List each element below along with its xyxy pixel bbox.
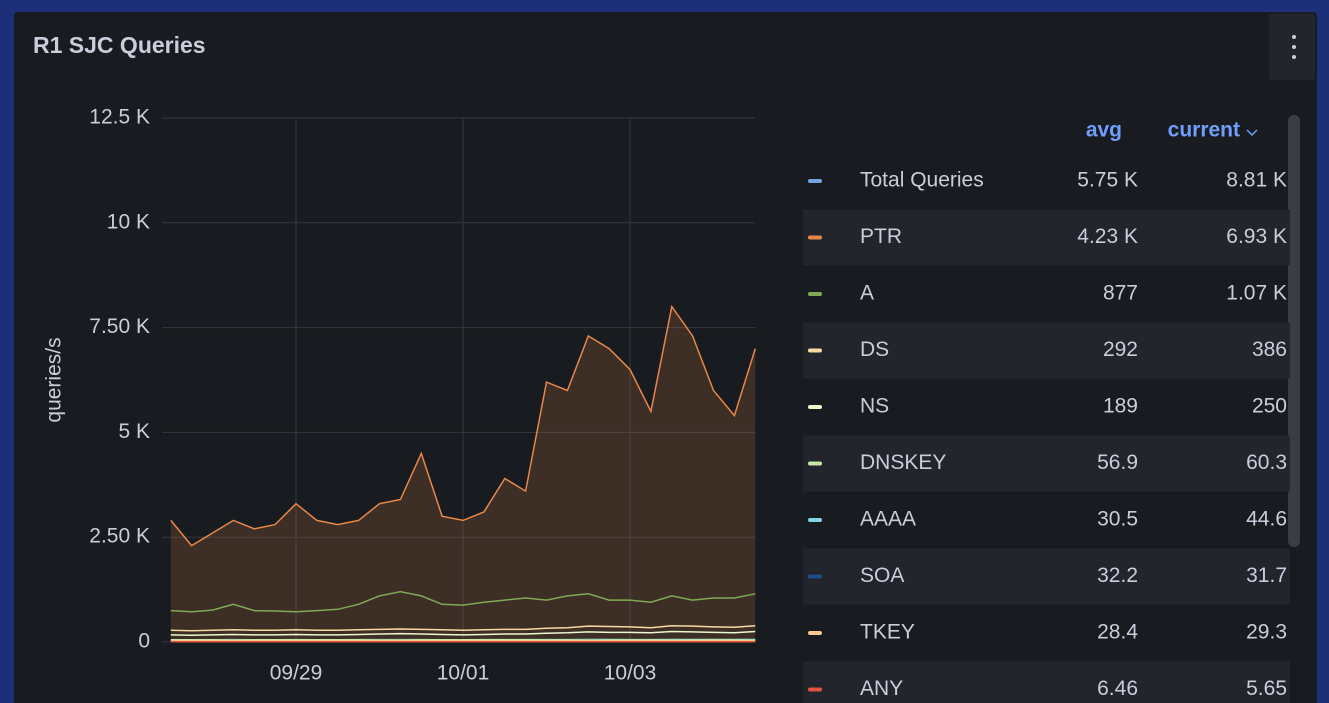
legend-name: A: [860, 282, 874, 305]
legend-swatch: [808, 292, 822, 296]
legend-name: AAAA: [860, 508, 916, 531]
legend-current: 5.65: [1246, 677, 1287, 700]
legend-avg: 5.75 K: [1077, 169, 1138, 192]
x-tick-label: 10/03: [604, 662, 657, 685]
legend-avg: 32.2: [1097, 564, 1138, 587]
legend-current: 29.3: [1246, 621, 1287, 644]
menu-dot: [1292, 55, 1296, 59]
legend: Total Queries 5.75 K 8.81 K PTR 4.23 K 6.93 K…: [803, 169, 1290, 703]
legend-current: 8.81 K: [1226, 169, 1287, 192]
legend-swatch: [808, 405, 822, 409]
legend-row-bg: [803, 661, 1290, 703]
legend-current: 44.6: [1246, 508, 1287, 531]
y-tick-label: 7.50 K: [89, 315, 150, 338]
series-line: [170, 624, 756, 632]
legend-row-bg: [803, 322, 1290, 379]
series-line: [170, 304, 757, 547]
legend-avg: 292: [1103, 338, 1138, 361]
y-tick-label: 10 K: [107, 210, 150, 233]
legend-row-bg: [803, 548, 1290, 605]
panel-bg: [14, 12, 1317, 703]
legend-avg: 30.5: [1097, 508, 1138, 531]
legend-swatch: [808, 687, 822, 692]
legend-name: PTR: [860, 225, 902, 248]
legend-swatch: [808, 235, 822, 240]
x-tick-label: 10/01: [437, 662, 490, 685]
menu-dot: [1292, 35, 1296, 39]
legend-name: ANY: [860, 677, 903, 700]
menu-dot: [1292, 45, 1296, 49]
scrollbar[interactable]: [1288, 115, 1300, 547]
legend-name: DS: [860, 338, 889, 361]
legend-current: 6.93 K: [1226, 225, 1287, 248]
y-tick-label: 12.5 K: [89, 106, 150, 129]
legend-swatch: [808, 461, 822, 466]
legend-name: DNSKEY: [860, 451, 946, 474]
x-tick-label: 09/29: [270, 662, 323, 685]
legend-name: SOA: [860, 564, 904, 587]
legend-swatch: [808, 348, 822, 353]
y-axis-label: queries/s: [43, 337, 66, 422]
series-area: [170, 306, 756, 642]
y-tick-label: 0: [138, 630, 150, 653]
legend-row-bg: [803, 209, 1290, 266]
legend-avg: 6.46: [1097, 677, 1138, 700]
legend-name: NS: [860, 395, 889, 418]
legend-swatch: [808, 574, 822, 579]
legend-current: 386: [1252, 338, 1287, 361]
legend-header: avg: [1086, 119, 1122, 142]
legend-current: 60.3: [1246, 451, 1287, 474]
legend-swatch: [808, 631, 822, 635]
legend-swatch: [808, 179, 822, 183]
legend-current: 250: [1252, 395, 1287, 418]
legend-header: current: [1168, 119, 1240, 142]
panel-title: R1 SJC Queries: [33, 32, 206, 58]
legend-current: 1.07 K: [1226, 282, 1287, 305]
legend-row-bg: [803, 435, 1290, 492]
legend-avg: 189: [1103, 395, 1138, 418]
legend-avg: 56.9: [1097, 451, 1138, 474]
y-tick-label: 5 K: [118, 420, 150, 443]
legend-name: Total Queries: [860, 169, 984, 192]
legend-avg: 877: [1103, 282, 1138, 305]
sort-chevron: [1246, 129, 1258, 137]
legend-avg: 4.23 K: [1077, 225, 1138, 248]
series-line: [170, 630, 756, 637]
y-tick-label: 2.50 K: [89, 525, 150, 548]
legend-swatch: [808, 518, 822, 522]
legend-avg: 28.4: [1097, 621, 1138, 644]
series-line: [170, 590, 756, 613]
legend-name: TKEY: [860, 621, 915, 644]
legend-current: 31.7: [1246, 564, 1287, 587]
